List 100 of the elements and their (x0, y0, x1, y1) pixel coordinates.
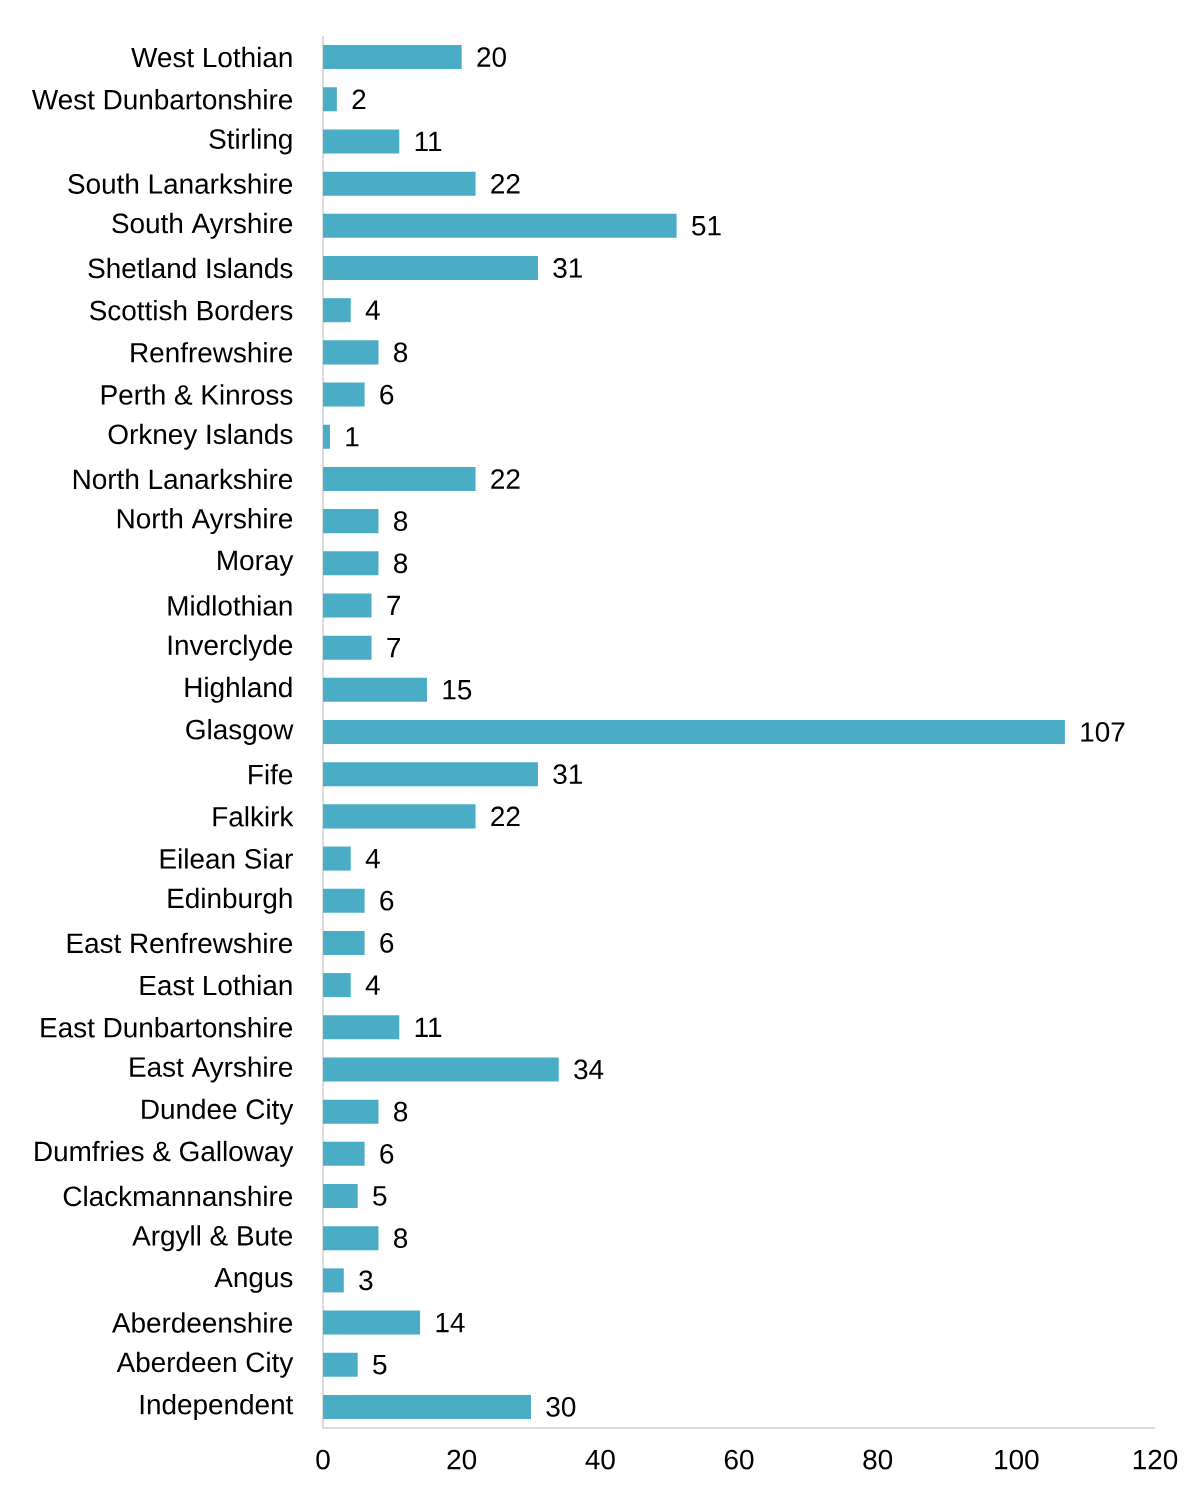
x-tick-label: 100 (995, 1449, 1039, 1470)
bar (323, 509, 379, 534)
bar (323, 1099, 379, 1124)
bar (323, 340, 379, 365)
y-tick-label: West Lothian (131, 46, 292, 68)
bar (323, 551, 379, 576)
bar (323, 593, 372, 618)
data-label: 5 (373, 1186, 387, 1206)
data-label: 30 (546, 1397, 576, 1417)
bar (323, 171, 476, 196)
bar (323, 1057, 559, 1082)
bar (323, 888, 365, 913)
bar (323, 1394, 531, 1419)
data-label: 4 (365, 975, 380, 995)
bar (323, 973, 351, 998)
x-tick-label: 40 (585, 1449, 615, 1470)
data-label: 22 (491, 806, 520, 827)
bar (323, 45, 462, 70)
x-tick-label: 20 (447, 1449, 477, 1470)
data-label: 51 (692, 216, 721, 236)
y-tick-label: Clackmannanshire (63, 1185, 293, 1207)
bar (323, 1310, 421, 1335)
data-label: 7 (387, 638, 401, 658)
y-tick-label: Scottish Borders (90, 299, 293, 321)
y-tick-label: Dumfries & Galloway (35, 1140, 294, 1167)
data-label: 7 (387, 595, 401, 616)
bar (323, 87, 337, 112)
data-label: 34 (574, 1059, 604, 1080)
data-label: 4 (365, 848, 380, 869)
bar (323, 930, 365, 955)
bar (323, 677, 427, 702)
data-label: 11 (415, 131, 442, 152)
bar (323, 298, 351, 323)
y-tick-label: Dundee City (142, 1098, 294, 1125)
data-label: 2 (352, 89, 366, 110)
y-tick-label: East Ayrshire (130, 1056, 293, 1083)
data-label: 6 (380, 933, 394, 953)
data-label: 4 (365, 300, 380, 320)
data-label: 22 (491, 469, 520, 489)
y-tick-label: Falkirk (213, 806, 294, 827)
y-tick-label: Fife (249, 763, 293, 785)
y-tick-label: Aberdeen City (116, 1351, 294, 1378)
bar (323, 466, 476, 491)
data-label: 1 (346, 427, 359, 447)
data-label: 22 (491, 173, 520, 194)
bar (323, 635, 372, 660)
bar (323, 424, 330, 449)
y-tick-label: Eilean Siar (160, 848, 293, 869)
data-label: 6 (380, 384, 394, 405)
data-label: 11 (415, 1017, 442, 1037)
bar (323, 213, 677, 238)
y-tick-label: Inverclyde (168, 634, 293, 661)
x-tick-label: 0 (316, 1449, 330, 1470)
data-label: 15 (443, 680, 472, 700)
bar (323, 382, 365, 407)
data-label: 8 (394, 511, 408, 531)
bar (323, 255, 538, 281)
data-label: 8 (394, 342, 408, 363)
data-label: 107 (1081, 722, 1125, 742)
data-label: 14 (436, 1312, 465, 1333)
data-label: 8 (394, 1228, 408, 1249)
y-tick-label: Stirling (209, 128, 292, 155)
data-label: 6 (380, 1143, 394, 1164)
y-tick-label: East Lothian (140, 974, 292, 996)
data-label: 5 (373, 1355, 387, 1375)
y-tick-label: East Renfrewshire (67, 932, 293, 954)
y-tick-label: Aberdeenshire (112, 1312, 293, 1333)
bar (323, 1268, 344, 1293)
bar (323, 719, 1065, 745)
y-tick-label: Edinburgh (168, 887, 292, 914)
y-tick-label: Argyll & Bute (132, 1225, 293, 1252)
bar (323, 1352, 358, 1377)
y-tick-label: Orkney Islands (108, 423, 293, 450)
data-label: 6 (380, 890, 394, 911)
bar (323, 1183, 358, 1209)
data-label: 8 (394, 1101, 408, 1122)
bar (323, 1015, 400, 1040)
y-tick-label: Independent (140, 1393, 294, 1420)
y-tick-label: Highland (185, 676, 292, 703)
y-tick-label: West Dunbartonshire (31, 89, 293, 110)
y-tick-label: Angus (214, 1267, 293, 1293)
y-tick-label: East Dunbartonshire (41, 1017, 293, 1038)
data-label: 31 (553, 764, 582, 785)
bar (323, 1141, 365, 1166)
y-tick-label: Shetland Islands (88, 257, 293, 279)
y-tick-label: Perth & Kinross (101, 384, 293, 405)
bar (323, 129, 400, 154)
y-tick-label: South Lanarkshire (68, 173, 293, 194)
y-tick-label: Glasgow (186, 719, 294, 746)
bar (323, 804, 476, 829)
y-tick-label: Renfrewshire (131, 342, 293, 363)
bar (323, 762, 538, 787)
y-tick-label: Midlothian (168, 595, 292, 616)
data-label: 3 (359, 1270, 373, 1291)
x-tick-label: 60 (724, 1449, 754, 1470)
y-tick-label: North Lanarkshire (73, 468, 293, 490)
y-tick-label: South Ayrshire (112, 212, 293, 239)
x-tick-label: 120 (1133, 1449, 1178, 1470)
y-tick-label: North Ayrshire (117, 508, 293, 535)
bar (323, 1226, 379, 1251)
